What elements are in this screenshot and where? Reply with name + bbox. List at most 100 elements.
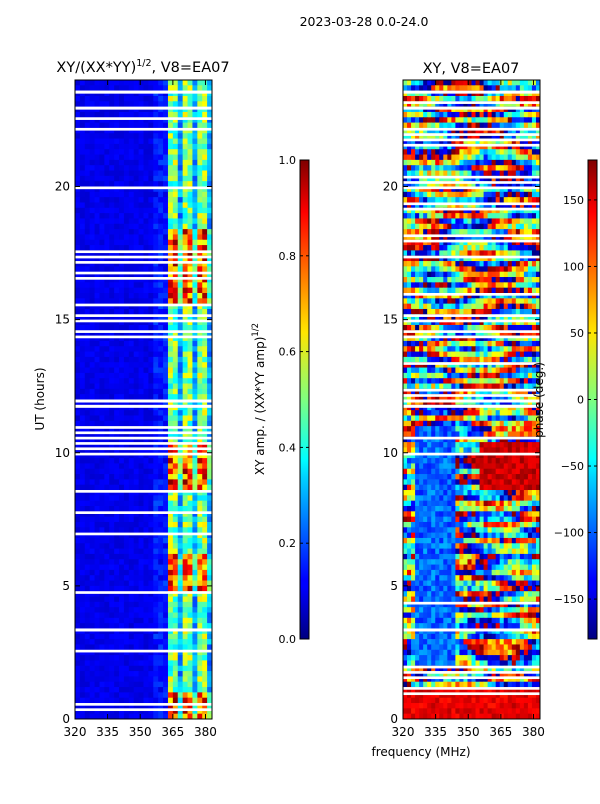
heatmap-cell [119,682,124,688]
heatmap-cell [419,266,424,272]
heatmap-cell [467,224,472,230]
heatmap-cell [75,602,80,608]
heatmap-cell [75,421,80,427]
heatmap-cell [80,671,85,677]
heatmap-cell [202,181,207,187]
heatmap-cell [532,304,537,310]
heatmap-cell [504,298,509,304]
heatmap-cell [415,298,420,304]
heatmap-cell [104,687,109,693]
heatmap-cell [476,261,481,267]
heatmap-cell [129,208,134,214]
heatmap-cell [134,644,139,650]
heatmap-cell [183,655,188,661]
heatmap-cell [134,229,139,235]
heatmap-cell [144,687,149,693]
heatmap-cell [431,171,436,177]
flagged-row [75,447,212,450]
heatmap-cell [516,261,521,267]
heatmap-cell [158,463,163,469]
heatmap-cell [173,139,178,145]
heatmap-cell [104,698,109,704]
heatmap-cell [104,346,109,352]
heatmap-cell [168,341,173,347]
heatmap-cell [129,378,134,384]
heatmap-cell [459,288,464,294]
heatmap-cell [415,261,420,267]
heatmap-cell [520,272,525,278]
heatmap-cell [95,676,100,682]
heatmap-cell [173,602,178,608]
heatmap-cell [168,543,173,549]
heatmap-cell [435,250,440,256]
heatmap-cell [476,282,481,288]
heatmap-cell [459,80,464,86]
heatmap-cell [480,80,485,86]
heatmap-cell [119,602,124,608]
heatmap-cell [85,133,90,139]
heatmap-cell [455,112,460,118]
heatmap-cell [104,139,109,145]
heatmap-cell [192,394,197,400]
heatmap-cell [158,197,163,203]
heatmap-cell [528,160,533,166]
heatmap-cell [124,149,129,155]
heatmap-cell [75,234,80,240]
heatmap-cell [415,197,420,203]
heatmap-cell [451,80,456,86]
heatmap-cell [484,245,489,251]
heatmap-cell [173,415,178,421]
heatmap-cell [80,341,85,347]
flagged-row [75,442,212,445]
heatmap-cell [463,123,468,129]
heatmap-cell [202,266,207,272]
heatmap-cell [80,623,85,629]
heatmap-cell [99,479,104,485]
heatmap-cell [90,527,95,533]
heatmap-cell [90,229,95,235]
heatmap-cell [168,352,173,358]
heatmap-cell [153,149,158,155]
heatmap-cell [99,229,104,235]
heatmap-cell [104,373,109,379]
heatmap-cell [532,160,537,166]
heatmap-cell [202,80,207,86]
heatmap-cell [85,208,90,214]
heatmap-cell [443,85,448,91]
heatmap-cell [129,421,134,427]
heatmap-cell [163,218,168,224]
heatmap-cell [173,463,178,469]
heatmap-cell [512,112,517,118]
heatmap-cell [85,144,90,150]
heatmap-cell [178,554,183,560]
heatmap-cell [178,234,183,240]
heatmap-cell [80,394,85,400]
heatmap-cell [119,245,124,251]
heatmap-cell [480,155,485,161]
heatmap-cell [508,304,513,310]
heatmap-cell [488,160,493,166]
heatmap-cell [427,149,432,155]
heatmap-cell [451,298,456,304]
heatmap-cell [114,554,119,560]
heatmap-cell [415,160,420,166]
heatmap-cell [163,368,168,374]
heatmap-cell [178,660,183,666]
heatmap-cell [80,479,85,485]
heatmap-cell [532,218,537,224]
heatmap-cell [85,682,90,688]
heatmap-cell [480,165,485,171]
heatmap-cell [104,575,109,581]
heatmap-cell [183,543,188,549]
heatmap-cell [435,213,440,219]
heatmap-cell [119,192,124,198]
heatmap-cell [188,602,193,608]
heatmap-cell [119,634,124,640]
heatmap-cell [129,602,134,608]
heatmap-cell [427,213,432,219]
heatmap-cell [124,682,129,688]
heatmap-cell [80,644,85,650]
heatmap-cell [109,384,114,390]
heatmap-cell [423,80,428,86]
heatmap-cell [109,586,114,592]
